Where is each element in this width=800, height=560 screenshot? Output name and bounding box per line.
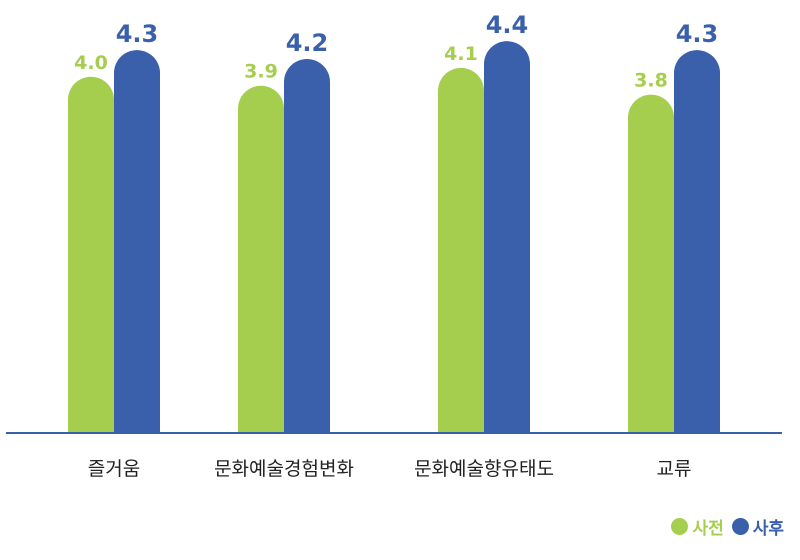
value-labels-group: 4.0 3.9 4.1 3.8 4.3 4.2 4.4 4.3 — [74, 11, 718, 91]
legend-item-after: 사후 — [731, 514, 784, 539]
category-labels-group: 즐거움 문화예술경험변화 문화예술향유태도 교류 — [88, 458, 692, 480]
legend: 사전 사후 — [663, 514, 784, 539]
bar-before-0 — [68, 76, 114, 433]
legend-item-before: 사전 — [671, 514, 724, 539]
bar-after-0 — [114, 50, 160, 433]
category-label-0: 즐거움 — [88, 458, 140, 480]
value-label-before-1: 3.9 — [244, 61, 278, 83]
value-label-before-3: 3.8 — [634, 70, 668, 92]
bar-after-2 — [484, 41, 530, 433]
category-label-2: 문화예술향유태도 — [414, 458, 554, 480]
value-label-after-3: 4.3 — [676, 20, 719, 48]
bar-before-3 — [628, 94, 674, 433]
legend-label-before: 사전 — [692, 519, 724, 539]
legend-swatch-after-icon — [731, 518, 749, 535]
bar-before-2 — [438, 67, 484, 433]
bar-after-3 — [674, 50, 720, 433]
category-label-1: 문화예술경험변화 — [214, 458, 354, 480]
legend-label-after: 사후 — [752, 519, 784, 539]
legend-swatch-before-icon — [671, 518, 689, 535]
value-label-after-0: 4.3 — [116, 20, 159, 48]
category-label-3: 교류 — [657, 458, 692, 480]
bar-after-1 — [284, 58, 330, 434]
value-label-after-2: 4.4 — [486, 11, 529, 39]
value-label-after-1: 4.2 — [286, 29, 329, 57]
value-label-before-2: 4.1 — [444, 43, 478, 65]
value-label-before-0: 4.0 — [74, 52, 108, 74]
bars-group — [68, 41, 720, 434]
bar-before-1 — [238, 85, 284, 434]
